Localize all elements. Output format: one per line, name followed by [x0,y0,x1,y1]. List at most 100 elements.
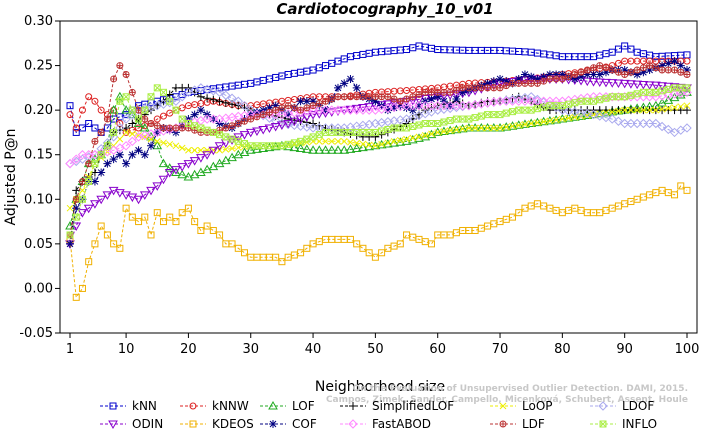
data-point [559,102,566,110]
data-point [565,114,572,122]
data-point [116,97,124,105]
data-point [526,96,536,106]
data-point [501,96,511,106]
data-point [359,244,367,252]
data-point [228,240,236,248]
data-point [222,124,229,131]
data-point [339,105,349,115]
data-point [264,113,275,123]
data-point [484,124,491,132]
x-tick-label: 1 [66,342,74,357]
data-point [333,145,343,154]
data-point [427,95,436,103]
data-point [153,137,161,145]
data-point [129,89,136,96]
data-point [658,87,666,95]
data-point [377,130,386,139]
data-point [326,145,337,154]
data-point [191,218,199,226]
data-point [633,106,641,114]
data-point [533,100,542,109]
data-point [196,154,206,163]
data-point [391,96,398,102]
data-point [128,106,136,114]
data-point [390,124,398,132]
data-point [72,293,80,301]
data-point [308,105,318,115]
data-point [239,147,250,156]
data-point [382,100,393,109]
data-point [141,133,149,141]
data-point [164,169,175,178]
data-point [159,112,167,120]
data-point [540,103,548,111]
data-point [601,68,610,77]
data-point [141,116,148,123]
data-point [671,84,678,92]
data-point [514,96,524,106]
data-point [520,96,530,106]
legend-label: SimplifiedLOF [372,399,454,413]
data-point [185,124,192,131]
x-tick-label: 70 [492,342,509,357]
data-point [558,70,567,79]
data-point [578,69,585,76]
data-point [271,101,280,110]
data-point [109,402,117,410]
data-point [620,66,629,75]
data-point [472,84,479,91]
data-point [158,158,169,168]
data-point [416,91,423,98]
data-point [159,218,167,226]
data-point [153,115,161,123]
data-point [97,151,105,159]
data-point [85,120,93,128]
data-point [365,249,373,257]
data-point [596,62,603,69]
data-point [588,78,599,87]
data-point [258,125,269,135]
data-point [665,67,672,74]
data-point [128,213,136,221]
data-point [234,137,242,145]
data-point [421,120,429,127]
data-point [428,120,435,127]
data-point [239,131,250,140]
data-point [228,135,236,143]
data-point [296,97,305,106]
data-point [634,67,641,74]
data-point [507,121,518,130]
data-point [221,90,231,100]
data-point [432,127,443,136]
data-point [608,93,616,101]
data-point [565,73,572,80]
data-point [289,117,300,127]
data-point [657,98,667,107]
data-point [583,97,591,105]
data-point [65,158,75,169]
legend-label: LoOP [522,399,553,413]
data-point [221,98,230,107]
data-point [646,106,653,114]
data-point [499,402,507,410]
legend-label: LDF [522,417,545,431]
data-point [351,143,362,152]
data-point [289,120,300,131]
data-point [121,105,131,114]
data-point [509,108,516,115]
data-point [110,75,117,82]
legend-label: LOF [292,399,315,413]
data-point [301,144,312,153]
data-point [409,93,416,100]
data-point [440,128,448,135]
data-point [320,145,331,154]
data-point [133,195,144,205]
data-point [309,97,318,106]
data-point [209,129,217,136]
data-point [177,169,188,179]
data-point [538,96,549,106]
data-point [260,111,267,118]
data-point [509,80,516,87]
data-point [428,89,435,96]
data-point [534,119,541,126]
